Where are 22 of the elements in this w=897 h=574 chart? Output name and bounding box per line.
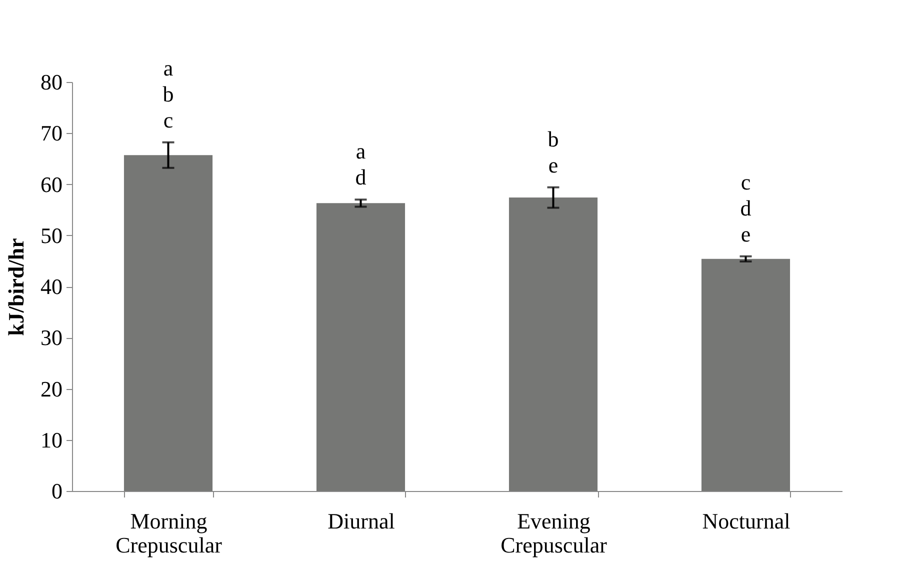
- y-tick-label: 20: [40, 376, 62, 402]
- x-tick-label: Nocturnal: [702, 508, 790, 534]
- y-tick-label: 70: [40, 120, 62, 146]
- x-tick-label: Evening Crepuscular: [500, 508, 608, 558]
- bar: [701, 258, 790, 491]
- y-tick-label: 10: [40, 427, 62, 452]
- annotation: a d: [355, 138, 366, 190]
- x-tick-label: Diurnal: [328, 508, 395, 534]
- y-tick-label: 30: [40, 325, 62, 350]
- x-tick-label: Morning Crepuscular: [116, 508, 223, 558]
- y-tick-label: 80: [40, 70, 62, 94]
- y-tick-label: 0: [52, 478, 62, 504]
- y-axis-title: kJ/bird/hr: [4, 238, 28, 336]
- annotation: a b c: [162, 55, 174, 132]
- bar: [316, 203, 406, 491]
- y-tick-label: 40: [40, 274, 62, 299]
- bar: [508, 198, 598, 491]
- y-tick-label: 60: [40, 172, 62, 197]
- bar: [124, 155, 213, 491]
- annotation: b e: [548, 126, 559, 178]
- annotation: c d e: [740, 169, 752, 246]
- y-tick-label: 50: [40, 222, 62, 248]
